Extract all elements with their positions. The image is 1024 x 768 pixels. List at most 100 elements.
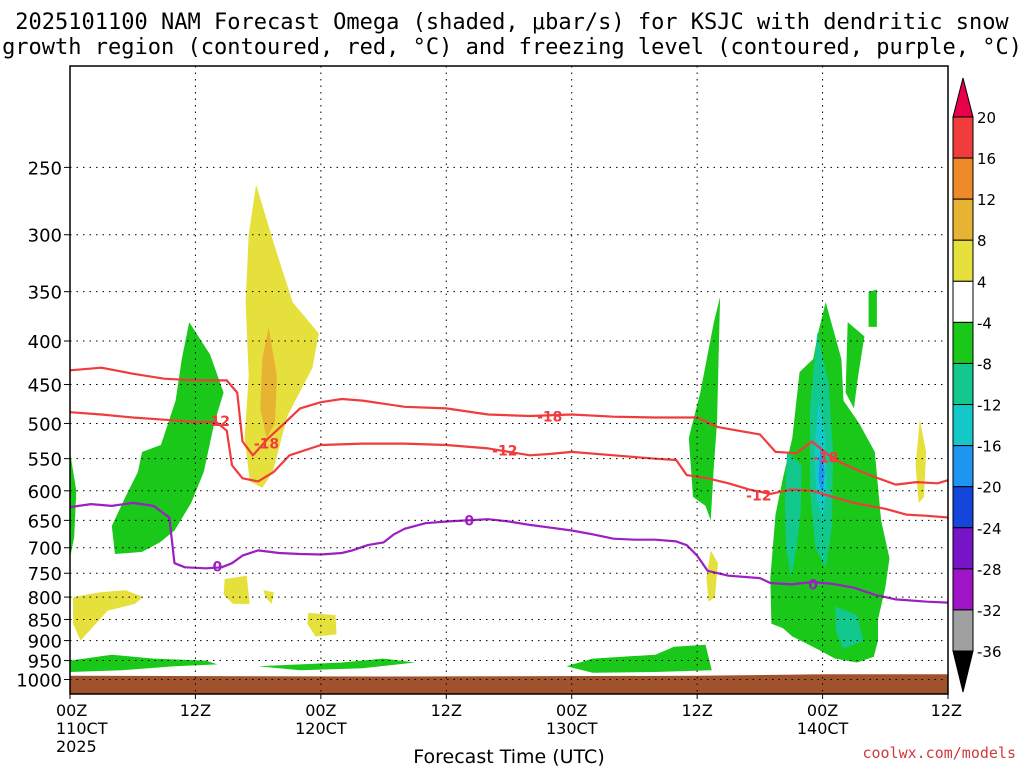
- colorbar-label: -4: [977, 314, 992, 332]
- colorbar-label: -20: [977, 479, 1002, 497]
- colorbar-box: [952, 445, 974, 488]
- colorbar-box: [952, 362, 974, 406]
- omega-blue-east: [818, 445, 825, 497]
- colorbar-label: -8: [977, 355, 992, 373]
- omega-green-east-column: [688, 296, 721, 521]
- colorbar-box: [952, 198, 974, 241]
- colorbar-label: 16: [977, 150, 996, 168]
- y-tick-label: 400: [28, 332, 62, 353]
- dgz-lower-minus12-line: [70, 411, 948, 519]
- contour-label: -12: [205, 414, 230, 430]
- x-tick-label: 00Z: [556, 701, 587, 720]
- x-tick-date-label: 140CT: [797, 719, 849, 738]
- omega-yellow-far-east: [915, 419, 927, 503]
- colorbar-label: -12: [977, 397, 1002, 415]
- plot-frame: [69, 65, 949, 695]
- x-tick-label: 00Z: [305, 701, 336, 720]
- dgz-upper-minus18-line: [70, 366, 948, 486]
- x-tick-label: 12Z: [180, 701, 211, 720]
- contour-label: 0: [464, 513, 474, 529]
- x-tick-year-label: 2025: [56, 737, 97, 756]
- contour-label: -18: [254, 437, 279, 453]
- x-tick-label: 00Z: [56, 701, 87, 720]
- colorbar-box: [952, 280, 974, 323]
- y-tick-label: 650: [28, 511, 62, 532]
- chart-title-line-2: growth region (contoured, red, °C) and f…: [2, 35, 1022, 60]
- plot-area: [70, 184, 948, 694]
- y-tick-label: 500: [28, 414, 62, 435]
- x-axis-title: Forecast Time (UTC): [413, 746, 604, 768]
- x-tick-label: 12Z: [681, 701, 712, 720]
- omega-green-low-mid: [258, 658, 415, 671]
- colorbar-top-arrow: [952, 77, 974, 118]
- y-tick-label: 900: [28, 632, 62, 653]
- omega-yellow-blob-2: [263, 590, 274, 604]
- x-tick-date-label: 120CT: [295, 719, 347, 738]
- y-tick-label: 350: [28, 283, 62, 304]
- source-credit: coolwx.com/models: [862, 744, 1016, 762]
- omega-yellow-blob-1: [223, 575, 250, 604]
- x-tick-label: 12Z: [931, 701, 962, 720]
- terrain-ground: [70, 674, 948, 694]
- contour-label: 0: [808, 577, 818, 593]
- y-tick-label: 1000: [16, 671, 62, 692]
- colorbar-box: [952, 568, 974, 611]
- colorbar-label: -36: [977, 643, 1002, 661]
- colorbar: 20 16 12 8 4 -4 -8 -12 -16 -20 -24 -28 -32 -36: [952, 77, 1002, 693]
- omega-teal-east-3: [835, 606, 864, 649]
- colorbar-label: 12: [977, 191, 996, 209]
- contour-label: -18: [813, 450, 838, 466]
- colorbar-label: 8: [977, 232, 987, 250]
- y-tick-label: 850: [28, 610, 62, 631]
- omega-green-low-east: [566, 644, 712, 673]
- y-tick-label: 600: [28, 482, 62, 503]
- omega-green-west: [111, 322, 224, 554]
- x-tick-date-label: 110CT: [56, 719, 108, 738]
- omega-green-low-west: [70, 654, 218, 672]
- x-tick-label: 12Z: [431, 701, 462, 720]
- contour-label: 0: [213, 559, 223, 575]
- colorbar-box: [952, 157, 974, 200]
- colorbar-box: [952, 321, 974, 364]
- colorbar-label: -24: [977, 520, 1002, 538]
- colorbar-box: [952, 116, 974, 159]
- colorbar-box: [952, 239, 974, 282]
- y-tick-label: 450: [28, 376, 62, 397]
- contour-label: -12: [746, 489, 771, 505]
- y-tick-label: 950: [28, 652, 62, 673]
- colorbar-label: -28: [977, 561, 1002, 579]
- colorbar-box: [952, 404, 974, 447]
- plot-content: [70, 184, 948, 694]
- contour-label: -12: [492, 444, 517, 460]
- y-tick-label: 550: [28, 450, 62, 471]
- colorbar-label: 20: [977, 109, 996, 127]
- colorbar-box: [952, 609, 974, 652]
- colorbar-label: 4: [977, 273, 987, 291]
- colorbar-label: -32: [977, 602, 1002, 620]
- omega-teal-east-2: [784, 451, 802, 579]
- y-tick-label: 800: [28, 588, 62, 609]
- omega-green-east-tip: [868, 289, 877, 327]
- y-tick-label: 300: [28, 226, 62, 247]
- colorbar-label: -16: [977, 438, 1002, 456]
- contour-label: -18: [537, 410, 562, 426]
- omega-orange-core: [260, 326, 277, 438]
- chart-title-line-1: 2025101100 NAM Forecast Omega (shaded, μ…: [15, 10, 1009, 35]
- y-tick-label: 250: [28, 158, 62, 179]
- omega-yellow-southwest: [73, 590, 144, 641]
- colorbar-box: [952, 527, 974, 570]
- omega-yellow-east-sliver: [706, 550, 718, 602]
- omega-green-east-upper: [845, 322, 865, 409]
- y-tick-label: 700: [28, 539, 62, 560]
- colorbar-box: [952, 486, 974, 529]
- colorbar-bottom-arrow: [952, 650, 974, 693]
- omega-yellow-blob-3: [307, 612, 337, 637]
- y-tick-label: 750: [28, 564, 62, 585]
- x-tick-date-label: 130CT: [546, 719, 598, 738]
- y-axis: 2503003504004505005506006507007508008509…: [16, 158, 70, 692]
- contour-labels: -18 -12 -18 -12 -18 -12 0 0 0: [205, 410, 839, 594]
- x-tick-label: 00Z: [807, 701, 838, 720]
- omega-green-edge: [70, 451, 77, 559]
